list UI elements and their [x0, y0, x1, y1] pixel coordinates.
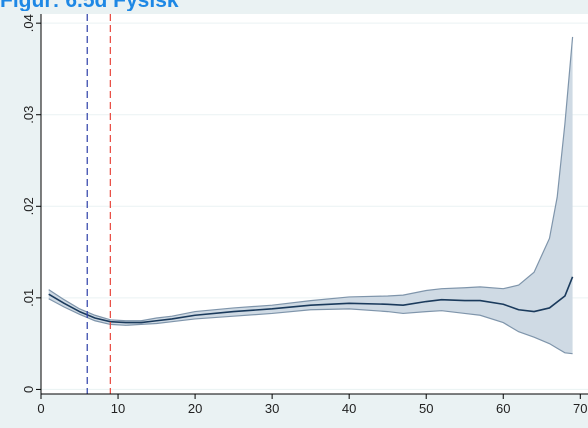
plot-area: [41, 14, 588, 394]
x-tick-label-7: 70: [573, 401, 587, 416]
y-tick-label-3: .03: [21, 106, 36, 124]
axes: 0 .01 .02 .03 .04 0 10 20 30 40 50 60 70: [21, 14, 588, 416]
grid-lines: [41, 22, 588, 390]
band-upper-edge: [48, 36, 574, 322]
x-tick-label-4: 40: [342, 401, 356, 416]
x-tick-label-1: 10: [111, 401, 125, 416]
band-lower-edge: [48, 298, 573, 355]
x-tick-label-2: 20: [188, 401, 202, 416]
x-tick-label-6: 60: [496, 401, 510, 416]
y-tick-label-1: .01: [21, 289, 36, 307]
figure-title: Figur: 6.5d Fysisk: [0, 0, 588, 11]
confidence-band-layer: [48, 36, 574, 355]
series-line-layer: [48, 276, 574, 324]
series-line-0: [48, 276, 574, 324]
reference-lines-layer: [86, 14, 111, 394]
x-tick-label-5: 50: [419, 401, 433, 416]
x-tick-label-3: 30: [265, 401, 279, 416]
y-tick-label-0: 0: [21, 386, 36, 393]
y-tick-label-2: .02: [21, 197, 36, 215]
y-tick-label-4: .04: [21, 14, 36, 32]
x-tick-label-0: 0: [37, 401, 44, 416]
